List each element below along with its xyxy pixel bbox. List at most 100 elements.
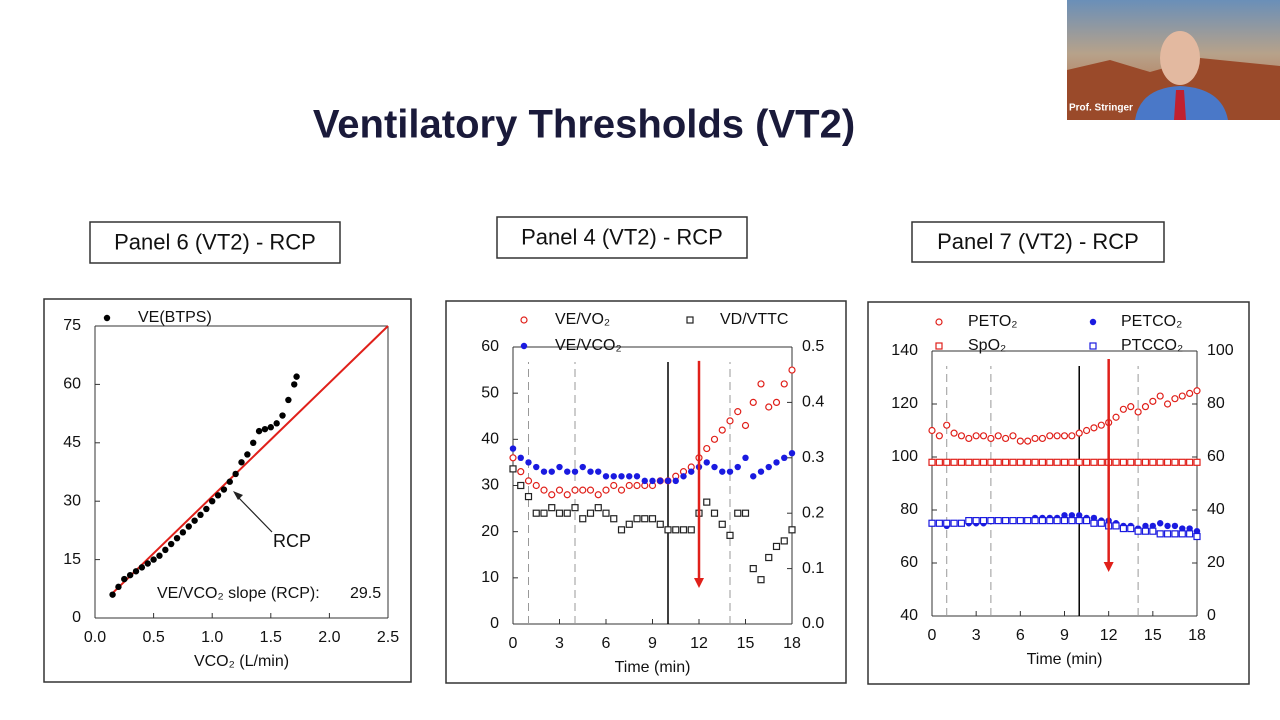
data-point	[1031, 434, 1039, 443]
data-point	[726, 468, 734, 475]
legend-marker	[686, 316, 694, 324]
data-point	[994, 516, 1002, 525]
data-point	[641, 477, 648, 485]
data-point	[279, 412, 286, 419]
data-point	[935, 458, 943, 466]
data-point	[1038, 434, 1047, 443]
data-point	[1134, 458, 1142, 466]
data-point	[1127, 458, 1135, 466]
data-point	[1090, 424, 1098, 432]
data-point	[718, 426, 726, 434]
y2-tick-label: 0.0	[802, 615, 824, 632]
data-point	[1164, 522, 1171, 530]
data-point	[928, 519, 936, 527]
data-point	[1076, 512, 1083, 519]
y-tick-label: 120	[891, 395, 918, 412]
data-point	[156, 552, 163, 559]
data-point	[555, 486, 564, 494]
data-point	[950, 429, 958, 437]
x-tick-label: 12	[1100, 627, 1118, 644]
y-tick-label: 60	[481, 338, 499, 355]
data-point	[610, 473, 617, 480]
data-point	[641, 515, 649, 523]
data-point	[1193, 528, 1201, 535]
y-tick-label: 10	[481, 569, 499, 586]
data-point	[1068, 432, 1076, 440]
data-point	[987, 434, 995, 443]
video-head	[1160, 31, 1200, 85]
data-point	[972, 516, 980, 525]
data-point	[1075, 458, 1083, 466]
data-point	[741, 509, 750, 517]
data-point	[928, 426, 936, 435]
video-label: Prof. Stringer	[1069, 103, 1133, 114]
x-tick-label: 0	[928, 627, 937, 644]
annotation-arrow	[235, 494, 273, 533]
data-point	[579, 463, 586, 471]
data-point	[1016, 437, 1024, 445]
data-point	[788, 449, 796, 457]
data-point	[687, 526, 695, 534]
y-tick-label: 0	[72, 609, 81, 626]
data-point	[633, 473, 641, 480]
y2-tick-label: 20	[1207, 554, 1225, 571]
data-point	[524, 492, 533, 501]
data-point	[703, 498, 711, 506]
data-point	[121, 575, 128, 583]
panel-title: Panel 6 (VT2) - RCP	[114, 229, 316, 254]
data-point	[1082, 516, 1091, 525]
video-tie	[1174, 90, 1186, 120]
data-point	[656, 520, 664, 528]
data-point	[928, 458, 936, 466]
data-point	[509, 454, 517, 462]
data-point	[594, 491, 602, 499]
data-point	[633, 481, 641, 490]
data-point	[517, 481, 525, 490]
data-point	[987, 516, 995, 525]
data-point	[1141, 527, 1150, 535]
data-point	[781, 454, 788, 461]
y-tick-label: 15	[63, 551, 81, 568]
data-point	[1149, 522, 1157, 530]
data-point	[1082, 458, 1091, 466]
y-tick-label: 100	[891, 448, 918, 465]
data-point	[1097, 421, 1105, 429]
data-point	[525, 459, 532, 466]
data-point	[209, 498, 216, 505]
data-point	[710, 509, 719, 517]
data-point	[1068, 458, 1076, 466]
data-point	[602, 473, 610, 480]
data-point	[625, 481, 633, 490]
fit-line	[111, 325, 389, 594]
legend-marker	[520, 316, 528, 324]
slope-label: VE/VCO₂ slope (RCP):	[157, 585, 320, 602]
data-point	[610, 515, 618, 523]
data-point	[1186, 389, 1194, 397]
data-point	[197, 511, 204, 519]
y-tick-label: 20	[481, 523, 499, 540]
data-point	[1171, 458, 1179, 466]
y-tick-label: 50	[481, 384, 499, 401]
data-point	[1075, 516, 1083, 525]
data-point	[1061, 512, 1068, 519]
slope-value: 29.5	[350, 585, 381, 602]
y2-tick-label: 0.5	[802, 338, 824, 355]
y-tick-label: 140	[891, 342, 918, 359]
data-point	[719, 468, 726, 475]
data-point	[1186, 525, 1193, 532]
data-point	[540, 468, 548, 475]
data-point	[1068, 512, 1076, 519]
data-point	[935, 519, 943, 527]
data-point	[1016, 458, 1024, 466]
legend-label: VE/VCO₂	[555, 337, 622, 354]
data-point	[972, 458, 980, 466]
data-point	[734, 463, 741, 471]
data-point	[1193, 387, 1201, 395]
x-tick-label: 2.5	[377, 629, 399, 646]
x-axis-label: Time (min)	[1027, 651, 1103, 668]
data-point	[1082, 426, 1091, 435]
data-point	[1090, 514, 1098, 522]
data-point	[1119, 524, 1127, 533]
data-point	[1060, 516, 1069, 525]
data-point	[979, 516, 988, 525]
